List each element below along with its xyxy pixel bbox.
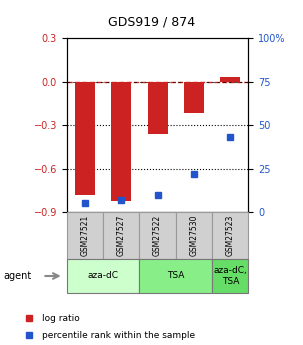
Bar	[212, 212, 248, 259]
Text: aza-dC,
TSA: aza-dC, TSA	[213, 266, 247, 286]
Bar	[176, 212, 212, 259]
Bar	[67, 259, 139, 293]
Text: GSM27527: GSM27527	[117, 215, 126, 256]
Bar	[103, 212, 139, 259]
Bar	[139, 212, 176, 259]
Bar	[111, 81, 131, 200]
Text: TSA: TSA	[167, 272, 185, 280]
Bar	[184, 81, 204, 114]
Bar	[148, 81, 168, 134]
Text: log ratio: log ratio	[42, 314, 80, 323]
Bar	[220, 77, 240, 81]
Text: GSM27521: GSM27521	[80, 215, 89, 256]
Bar	[75, 81, 95, 195]
Bar	[212, 259, 248, 293]
Text: agent: agent	[3, 271, 31, 281]
Text: aza-dC: aza-dC	[88, 272, 118, 280]
Bar	[67, 212, 103, 259]
Text: percentile rank within the sample: percentile rank within the sample	[42, 331, 195, 340]
Text: GDS919 / 874: GDS919 / 874	[108, 16, 195, 29]
Bar	[139, 259, 212, 293]
Text: GSM27530: GSM27530	[189, 215, 198, 256]
Text: GSM27523: GSM27523	[226, 215, 235, 256]
Text: GSM27522: GSM27522	[153, 215, 162, 256]
